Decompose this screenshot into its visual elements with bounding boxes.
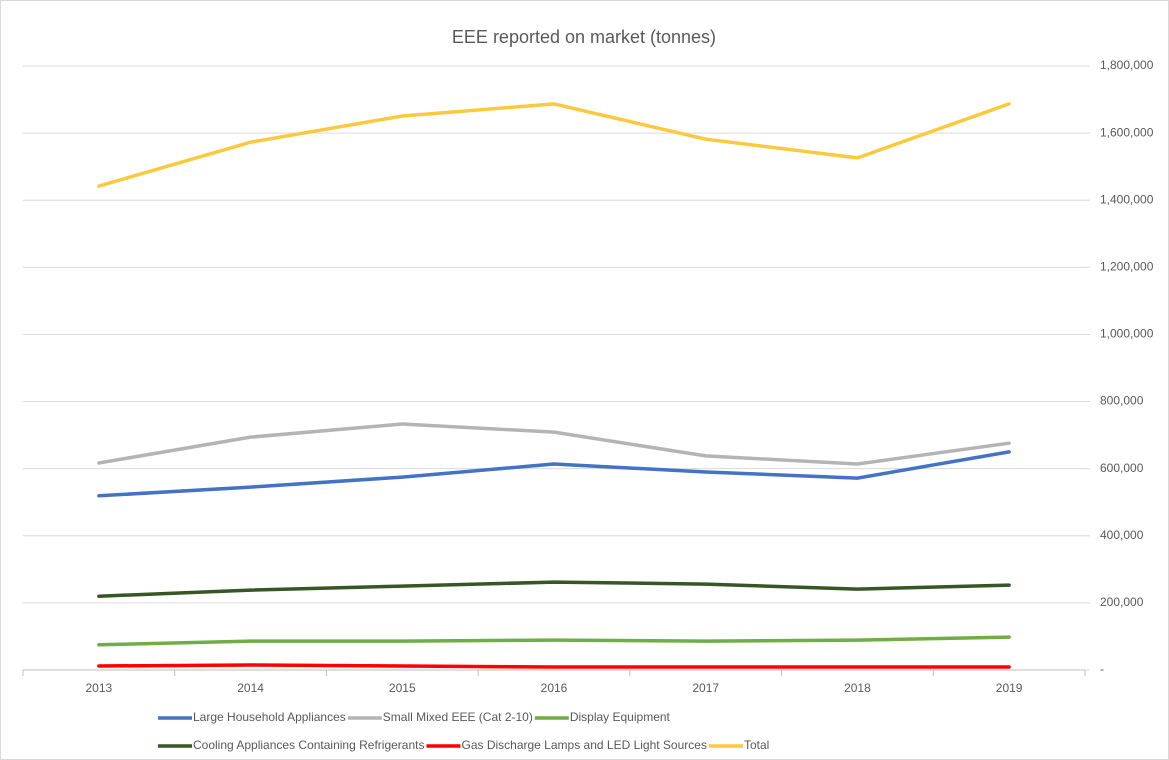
y-tick-label: 1,000,000 [1100, 327, 1154, 341]
legend-label: Gas Discharge Lamps and LED Light Source… [461, 738, 706, 752]
series-line [97, 663, 1011, 669]
y-tick-label: - [1100, 662, 1104, 676]
x-tick-label: 2014 [237, 681, 264, 695]
x-tick-label: 2016 [541, 681, 568, 695]
x-tick-label: 2019 [996, 681, 1023, 695]
y-tick-label: 200,000 [1100, 595, 1144, 609]
y-tick-label: 1,200,000 [1100, 260, 1154, 274]
x-tick-label: 2017 [692, 681, 719, 695]
series-line [97, 635, 1011, 647]
series-line [97, 102, 1011, 188]
y-tick-label: 400,000 [1100, 528, 1144, 542]
legend-label: Large Household Appliances [193, 710, 346, 724]
legend-label: Cooling Appliances Containing Refrigeran… [193, 738, 424, 752]
y-tick-label: 1,600,000 [1100, 125, 1154, 139]
legend-label: Total [744, 738, 769, 752]
series-line [97, 450, 1011, 498]
series-line [97, 580, 1011, 598]
chart-title: EEE reported on market (tonnes) [452, 27, 716, 47]
x-tick-label: 2015 [389, 681, 416, 695]
series-line [97, 422, 1011, 466]
y-tick-label: 600,000 [1100, 461, 1144, 475]
y-tick-label: 1,800,000 [1100, 58, 1154, 72]
y-tick-label: 1,400,000 [1100, 192, 1154, 206]
x-tick-label: 2013 [86, 681, 113, 695]
legend-label: Small Mixed EEE (Cat 2-10) [383, 710, 533, 724]
legend-label: Display Equipment [570, 710, 671, 724]
y-tick-label: 800,000 [1100, 394, 1144, 408]
x-tick-label: 2018 [844, 681, 871, 695]
